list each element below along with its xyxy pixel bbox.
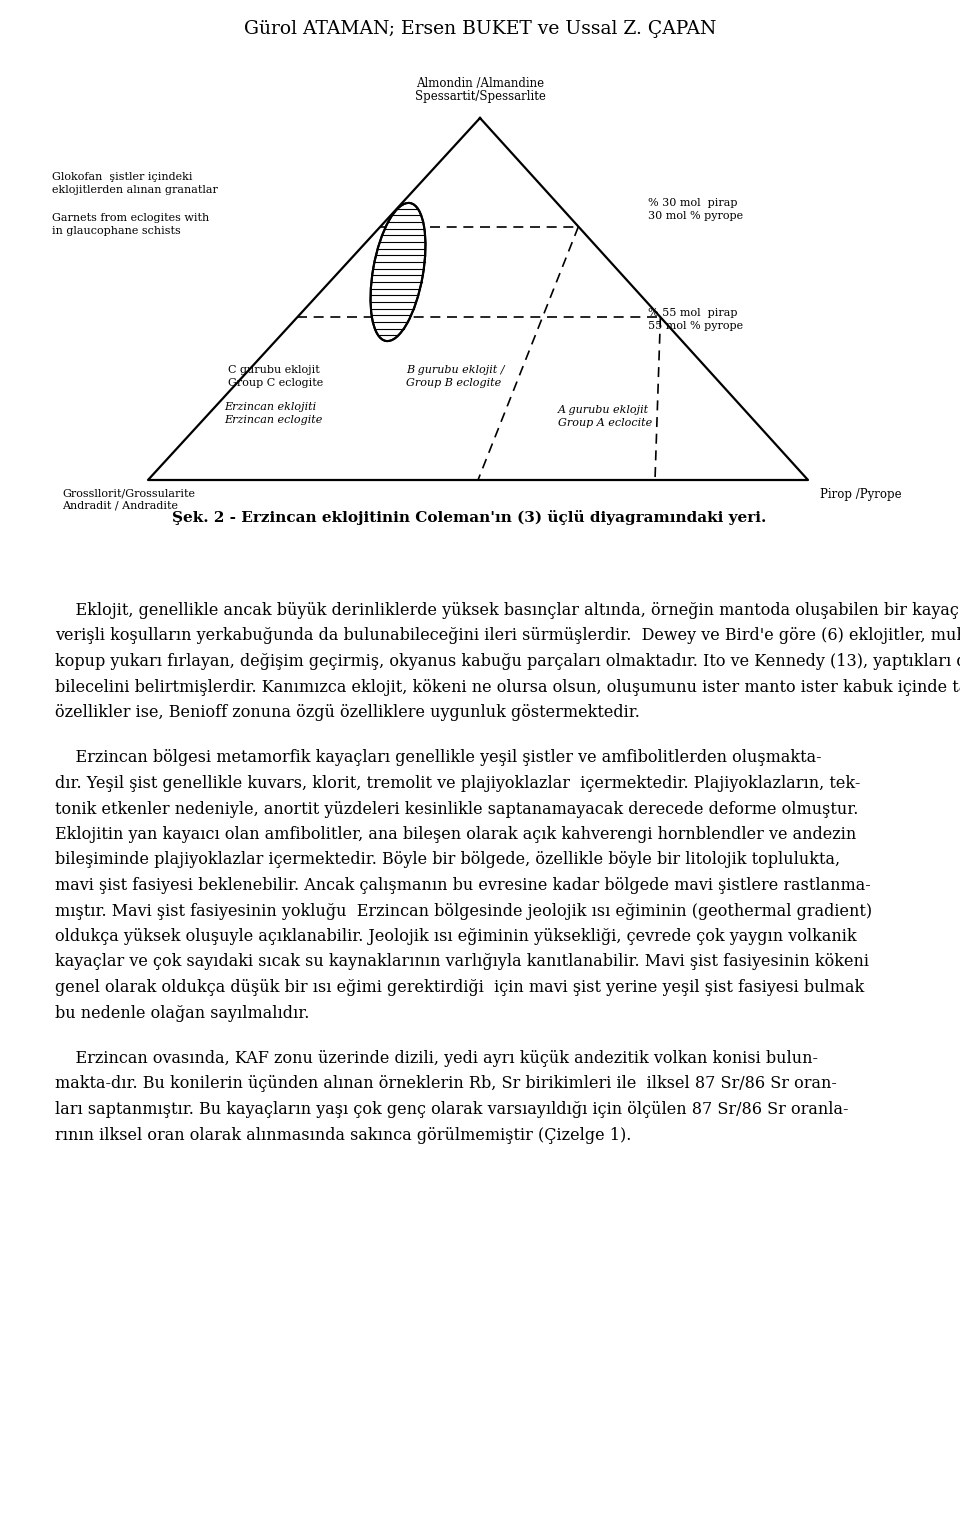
Text: Andradit / Andradite: Andradit / Andradite [62, 499, 178, 510]
Text: 30 mol % pyrope: 30 mol % pyrope [648, 210, 743, 221]
Text: eklojitlerden alınan granatlar: eklojitlerden alınan granatlar [52, 185, 218, 195]
Text: Şek. 2 - Erzincan eklojitinin Coleman'ın (3) üçlü diyagramındaki yeri.: Şek. 2 - Erzincan eklojitinin Coleman'ın… [172, 510, 766, 525]
Text: bu nedenle olağan sayılmalıdır.: bu nedenle olağan sayılmalıdır. [55, 1005, 309, 1021]
Ellipse shape [371, 203, 425, 340]
Text: makta-dır. Bu konilerin üçünden alınan örneklerin Rb, Sr birikimleri ile  ilksel: makta-dır. Bu konilerin üçünden alınan ö… [55, 1076, 837, 1092]
Text: Group C eclogite: Group C eclogite [228, 378, 324, 387]
Text: Eklojitin yan kayaıcı olan amfibolitler, ana bileşen olarak açık kahverengi horn: Eklojitin yan kayaıcı olan amfibolitler,… [55, 826, 856, 843]
Text: in glaucophane schists: in glaucophane schists [52, 225, 180, 236]
Text: % 55 mol  pirap: % 55 mol pirap [648, 309, 737, 318]
Text: Erzincan eclogite: Erzincan eclogite [224, 415, 323, 425]
Text: Gürol ATAMAN; Ersen BUKET ve Ussal Z. ÇAPAN: Gürol ATAMAN; Ersen BUKET ve Ussal Z. ÇA… [244, 20, 716, 38]
Text: Group B eclogite: Group B eclogite [406, 378, 501, 387]
Text: B gurubu eklojit /: B gurubu eklojit / [406, 365, 505, 375]
Text: özellikler ise, Benioff zonuna özgü özelliklere uygunluk göstermektedir.: özellikler ise, Benioff zonuna özgü özel… [55, 704, 640, 722]
Text: bilecelini belirtmişlerdir. Kanımızca eklojit, kökeni ne olursa olsun, oluşumunu: bilecelini belirtmişlerdir. Kanımızca ek… [55, 678, 960, 696]
Text: A gurubu eklojit: A gurubu eklojit [558, 405, 649, 415]
Text: Garnets from eclogites with: Garnets from eclogites with [52, 213, 209, 222]
Text: Glokofan  şistler içindeki: Glokofan şistler içindeki [52, 172, 193, 182]
Text: Grossllorit/Grossularite: Grossllorit/Grossularite [62, 489, 195, 498]
Text: C gurubu eklojit: C gurubu eklojit [228, 365, 320, 375]
Text: verişli koşulların yerkabuğunda da bulunabileceğini ileri sürmüşlerdir.  Dewey v: verişli koşulların yerkabuğunda da bulun… [55, 628, 960, 645]
Text: Almondin /Almandine: Almondin /Almandine [416, 77, 544, 89]
Text: kopup yukarı fırlayan, değişim geçirmiş, okyanus kabuğu parçaları olmaktadır. It: kopup yukarı fırlayan, değişim geçirmiş,… [55, 654, 960, 670]
Text: rının ilksel oran olarak alınmasında sakınca görülmemiştir (Çizelge 1).: rının ilksel oran olarak alınmasında sak… [55, 1127, 632, 1144]
Text: dır. Yeşil şist genellikle kuvars, klorit, tremolit ve plajiyoklazlar  içermekte: dır. Yeşil şist genellikle kuvars, klori… [55, 775, 860, 791]
Text: ları saptanmıştır. Bu kayaçların yaşı çok genç olarak varsıayıldığı için ölçülen: ları saptanmıştır. Bu kayaçların yaşı ço… [55, 1101, 849, 1118]
Text: bileşiminde plajiyoklazlar içermektedir. Böyle bir bölgede, özellikle böyle bir : bileşiminde plajiyoklazlar içermektedir.… [55, 852, 840, 868]
Text: Erzincan bölgesi metamorfik kayaçları genellikle yeşil şistler ve amfibolitlerde: Erzincan bölgesi metamorfik kayaçları ge… [55, 749, 822, 767]
Text: % 30 mol  pirap: % 30 mol pirap [648, 198, 737, 207]
Text: Erzincan eklojiti: Erzincan eklojiti [224, 402, 316, 412]
Text: genel olarak oldukça düşük bir ısı eğimi gerektirdiği  için mavi şist yerine yeş: genel olarak oldukça düşük bir ısı eğimi… [55, 979, 864, 996]
Text: 55 mol % pyrope: 55 mol % pyrope [648, 321, 743, 331]
Text: Group A eclocite: Group A eclocite [558, 418, 652, 428]
Text: Erzincan ovasında, KAF zonu üzerinde dizili, yedi ayrı küçük andezitik volkan ko: Erzincan ovasında, KAF zonu üzerinde diz… [55, 1050, 818, 1067]
Text: Pirop /Pyrope: Pirop /Pyrope [820, 489, 901, 501]
Text: Eklojit, genellikle ancak büyük derinliklerde yüksek basınçlar altında, örneğin : Eklojit, genellikle ancak büyük derinlik… [55, 602, 960, 619]
Text: oldukça yüksek oluşuyle açıklanabilir. Jeolojik ısı eğiminin yüksekliği, çevrede: oldukça yüksek oluşuyle açıklanabilir. J… [55, 927, 856, 946]
Text: kayaçlar ve çok sayıdaki sıcak su kaynaklarının varlığıyla kanıtlanabilir. Mavi : kayaçlar ve çok sayıdaki sıcak su kaynak… [55, 953, 869, 970]
Text: mıştır. Mavi şist fasiyesinin yokluğu  Erzincan bölgesinde jeolojik ısı eğiminin: mıştır. Mavi şist fasiyesinin yokluğu Er… [55, 902, 872, 920]
Text: mavi şist fasiyesi beklenebilir. Ancak çalışmanın bu evresine kadar bölgede mavi: mavi şist fasiyesi beklenebilir. Ancak ç… [55, 878, 871, 894]
Text: Spessartit/Spessarlite: Spessartit/Spessarlite [415, 89, 545, 103]
Text: tonik etkenler nedeniyle, anortit yüzdeleri kesinlikle saptanamayacak derecede d: tonik etkenler nedeniyle, anortit yüzdel… [55, 800, 858, 817]
